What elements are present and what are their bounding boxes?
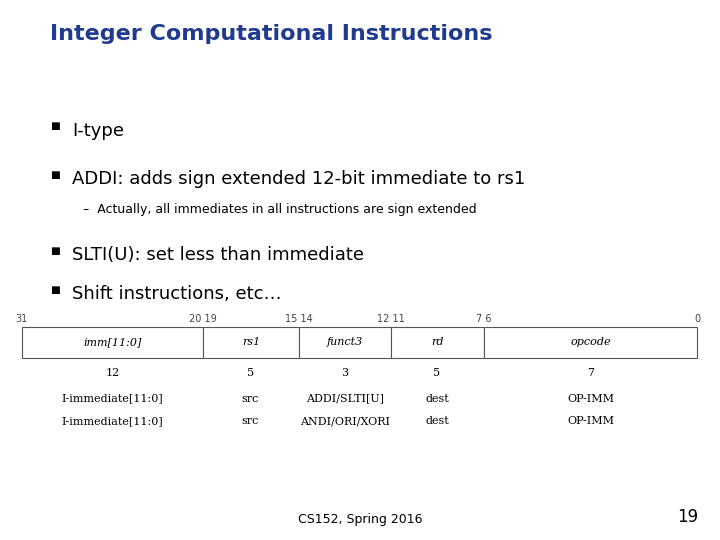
Bar	[22, 327, 203, 358]
Text: 20 19: 20 19	[189, 314, 217, 324]
Text: CS152, Spring 2016: CS152, Spring 2016	[298, 514, 422, 526]
Text: funct3: funct3	[327, 338, 363, 347]
Text: 5: 5	[433, 368, 441, 378]
Text: 7: 7	[587, 368, 594, 378]
Text: ■: ■	[50, 246, 60, 256]
Text: ANDI/ORI/XORI: ANDI/ORI/XORI	[300, 416, 390, 427]
Text: Integer Computational Instructions: Integer Computational Instructions	[50, 24, 493, 44]
Text: imm[11:0]: imm[11:0]	[83, 338, 142, 347]
Text: ADDI/SLTI[U]: ADDI/SLTI[U]	[306, 394, 384, 404]
Text: rs1: rs1	[242, 338, 260, 347]
Text: src: src	[242, 416, 259, 427]
Text: 15 14: 15 14	[285, 314, 312, 324]
Text: dest: dest	[426, 394, 449, 404]
Text: I-immediate[11:0]: I-immediate[11:0]	[61, 394, 163, 404]
Text: ■: ■	[50, 170, 60, 180]
Text: 12 11: 12 11	[377, 314, 405, 324]
Text: SLTI(U): set less than immediate: SLTI(U): set less than immediate	[72, 246, 364, 264]
Text: 12: 12	[105, 368, 120, 378]
Bar	[484, 327, 697, 358]
Text: ■: ■	[50, 285, 60, 295]
Text: dest: dest	[426, 416, 449, 427]
Text: 3: 3	[341, 368, 348, 378]
Text: src: src	[242, 394, 259, 404]
Text: I-immediate[11:0]: I-immediate[11:0]	[61, 416, 163, 427]
Text: OP-IMM: OP-IMM	[567, 394, 614, 404]
Text: –  Actually, all immediates in all instructions are sign extended: – Actually, all immediates in all instru…	[83, 202, 477, 215]
Text: Shift instructions, etc…: Shift instructions, etc…	[72, 285, 282, 303]
Text: I-type: I-type	[72, 122, 124, 139]
Text: 7 6: 7 6	[476, 314, 492, 324]
Bar	[203, 327, 299, 358]
Bar	[299, 327, 391, 358]
Text: opcode: opcode	[570, 338, 611, 347]
Bar	[391, 327, 484, 358]
Text: ADDI: adds sign extended 12-bit immediate to rs1: ADDI: adds sign extended 12-bit immediat…	[72, 170, 526, 188]
Text: 5: 5	[247, 368, 254, 378]
Text: 31: 31	[15, 314, 28, 324]
Text: rd: rd	[431, 338, 444, 347]
Text: 0: 0	[694, 314, 700, 324]
Text: OP-IMM: OP-IMM	[567, 416, 614, 427]
Text: 19: 19	[678, 509, 698, 526]
Text: ■: ■	[50, 122, 60, 132]
